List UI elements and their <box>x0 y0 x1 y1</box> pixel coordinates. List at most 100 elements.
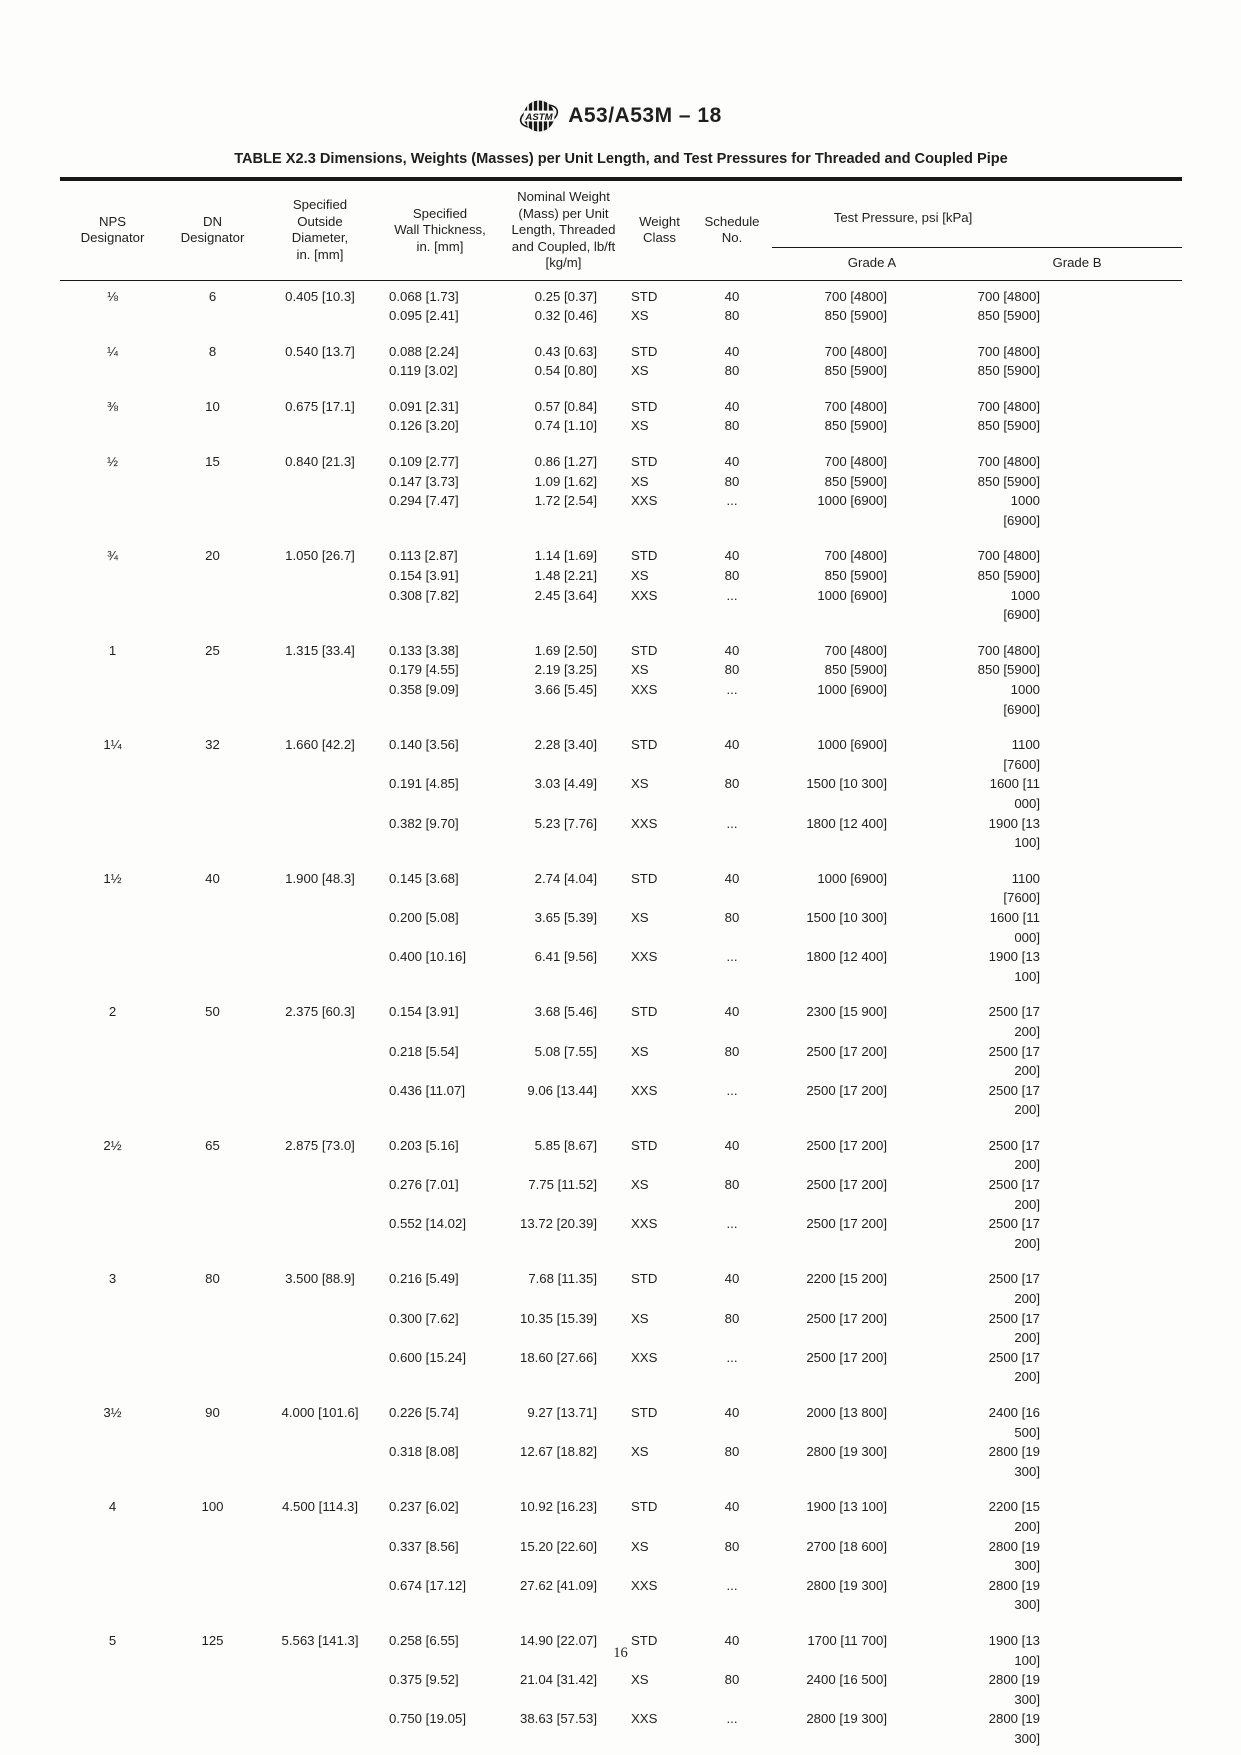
cell-grade-b: 1600 [11 000] <box>989 776 1040 811</box>
cell-nps <box>60 491 165 530</box>
table-row: 0.318 [8.08] 12.67 [18.82] XS 80 2800 [19 30… <box>60 1442 1182 1481</box>
cell-schedule: 80 <box>724 418 740 434</box>
cell-class: XS <box>631 1043 649 1059</box>
cell-class: STD <box>631 737 658 753</box>
cell-dn <box>165 1670 260 1709</box>
col-header-test-pressure: Test Pressure, psi [kPa] <box>772 179 1182 248</box>
cell-wall: 0.375 [9.52] <box>389 1672 459 1688</box>
cell-schedule: 80 <box>724 1538 740 1554</box>
cell-weight: 38.63 [57.53] <box>520 1711 597 1727</box>
cell-schedule: 80 <box>724 308 740 324</box>
table-row: 0.147 [3.73] 1.09 [1.62] XS 80 850 [5900] 850… <box>60 472 1182 492</box>
cell-nps <box>60 306 165 326</box>
cell-wall: 0.600 [15.24] <box>389 1349 466 1365</box>
cell-grade-a: 2500 [17 200] <box>806 1082 887 1098</box>
cell-wall: 0.358 [9.09] <box>389 682 459 697</box>
cell-class: STD <box>631 288 658 304</box>
cell-dn <box>165 1709 260 1748</box>
cell-od <box>260 1175 380 1214</box>
cell-dn: 10 <box>205 398 220 414</box>
cell-grade-a: 700 [4800] <box>824 548 887 564</box>
cell-schedule: 80 <box>724 1444 740 1460</box>
cell-weight: 3.66 [5.45] <box>534 682 597 697</box>
cell-nps: ½ <box>107 454 118 470</box>
cell-od <box>260 566 380 586</box>
cell-dn <box>165 947 260 986</box>
cell-grade-a: 1000 [6900] <box>817 737 887 753</box>
cell-weight: 27.62 [41.09] <box>520 1577 597 1593</box>
cell-grade-a: 700 [4800] <box>824 642 887 658</box>
cell-class: XS <box>631 662 649 678</box>
table-row: 0.436 [11.07] 9.06 [13.44] XXS... 2500 [17 … <box>60 1081 1182 1120</box>
table-row: ½ 15 0.840 [21.3] 0.109 [2.77] 0.86 [1.27] ST… <box>60 436 1182 472</box>
cell-grade-b: 1900 [13 100] <box>988 1632 1040 1668</box>
cell-grade-b: 2800 [19 300] <box>988 1538 1040 1574</box>
cell-grade-a: 1000 [6900] <box>817 493 887 509</box>
cell-class: XXS <box>631 1711 658 1727</box>
cell-nps <box>60 1175 165 1214</box>
cell-dn <box>165 908 260 947</box>
cell-class: XS <box>631 568 649 584</box>
cell-grade-a: 2200 [15 200] <box>806 1271 887 1287</box>
cell-weight: 6.41 [9.56] <box>534 949 597 965</box>
table-row: 0.300 [7.62] 10.35 [15.39] XS 80 2500 [17 20… <box>60 1309 1182 1348</box>
cell-schedule: 40 <box>724 398 740 414</box>
cell-grade-b: 2500 [17 200] <box>988 1310 1040 1346</box>
cell-grade-b: 2500 [17 200] <box>988 1216 1040 1251</box>
cell-schedule: ... <box>726 949 738 965</box>
cell-nps <box>60 566 165 586</box>
cell-weight: 10.92 [16.23] <box>520 1499 597 1515</box>
cell-weight: 0.86 [1.27] <box>534 454 597 470</box>
cell-nps <box>60 908 165 947</box>
col-header-dn: DN Designator <box>165 179 260 281</box>
cell-dn <box>165 1214 260 1253</box>
cell-dn: 20 <box>205 548 220 564</box>
cell-nps <box>60 361 165 381</box>
standard-designation: A53/A53M – 18 <box>568 104 722 127</box>
cell-grade-b: 2500 [17 200] <box>988 1271 1040 1307</box>
cell-schedule: 80 <box>724 909 740 925</box>
cell-wall: 0.109 [2.77] <box>389 454 459 470</box>
cell-dn: 25 <box>205 642 220 658</box>
table-row: 3½ 90 4.000 [101.6] 0.226 [5.74] 9.27 [13.71… <box>60 1387 1182 1442</box>
cell-grade-b: 850 [5900] <box>977 418 1040 434</box>
cell-nps <box>60 1081 165 1120</box>
astm-logo-icon: ASTM <box>520 100 559 132</box>
table-row: ⅛ 6 0.405 [10.3] 0.068 [1.73] 0.25 [0.37] STD… <box>60 280 1182 306</box>
cell-dn <box>165 1442 260 1481</box>
cell-grade-b: 1900 [13 100] <box>988 949 1040 984</box>
cell-weight: 14.90 [22.07] <box>520 1632 597 1648</box>
table-row: 0.600 [15.24] 18.60 [27.66] XXS... 2500 [17… <box>60 1348 1182 1387</box>
cell-schedule: 40 <box>724 870 740 886</box>
table-body: ⅛ 6 0.405 [10.3] 0.068 [1.73] 0.25 [0.37] STD… <box>60 280 1182 1755</box>
cell-od: 2.375 [60.3] <box>285 1004 355 1020</box>
cell-grade-b: 700 [4800] <box>977 288 1040 304</box>
cell-od: 4.000 [101.6] <box>281 1405 359 1420</box>
cell-grade-a: 2300 [15 900] <box>806 1004 887 1020</box>
cell-grade-b: 1900 [13 100] <box>988 815 1040 851</box>
table-row: 0.126 [3.20] 0.74 [1.10] XS 80 850 [5900] 850… <box>60 416 1182 436</box>
cell-class: STD <box>631 1271 658 1287</box>
table-row: 4 100 4.500 [114.3] 0.237 [6.02] 10.92 [16.2… <box>60 1481 1182 1536</box>
cell-grade-b: 1800 [12 400] <box>972 1749 1182 1755</box>
cell-wall: 0.179 [4.55] <box>389 662 459 678</box>
cell-grade-a: 1000 [6900] <box>817 587 887 603</box>
cell-nps <box>60 1709 165 1748</box>
cell-wall: 0.216 [5.49] <box>389 1271 459 1287</box>
cell-grade-b: 2500 [17 200] <box>988 1137 1040 1173</box>
cell-wall: 0.300 [7.62] <box>389 1310 459 1326</box>
table-row: 2½ 65 2.875 [73.0] 0.203 [5.16] 5.85 [8.67] S… <box>60 1120 1182 1175</box>
cell-weight: 5.85 [8.67] <box>534 1137 597 1153</box>
cell-wall: 0.095 [2.41] <box>389 308 459 324</box>
cell-grade-a: 2800 [19 300] <box>806 1711 887 1727</box>
cell-class: XXS <box>631 1216 658 1232</box>
cell-schedule: 80 <box>724 473 740 489</box>
col-header-grade-b: Grade B <box>972 247 1182 281</box>
cell-grade-a: 850 [5900] <box>824 662 887 678</box>
cell-dn <box>165 566 260 586</box>
cell-wall: 0.226 [5.74] <box>389 1405 459 1420</box>
cell-nps: ⅛ <box>107 288 118 304</box>
cell-wall: 0.258 [6.55] <box>389 1632 459 1648</box>
cell-nps <box>60 1576 165 1615</box>
col-header-wall: Specified Wall Thickness, in. [mm] <box>380 179 500 281</box>
